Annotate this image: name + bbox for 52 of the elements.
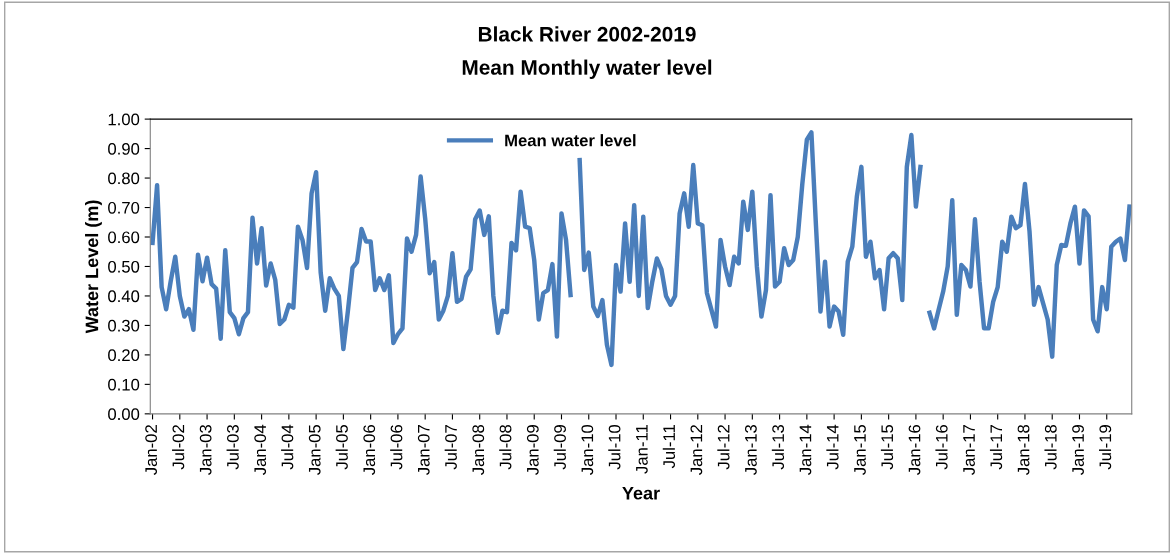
- x-tick-label: Jul-16: [935, 424, 948, 470]
- x-tick-label: Jul-18: [1044, 424, 1057, 470]
- x-tick-label: Jan-12: [690, 425, 703, 475]
- x-tick-label: Jan-17: [963, 425, 975, 475]
- x-tick-label: Jul-04: [281, 424, 294, 470]
- x-tick-label: Jul-15: [880, 424, 894, 470]
- x-tick-label: Jan-18: [1017, 424, 1030, 475]
- y-tick-label: 0.40: [108, 290, 140, 303]
- x-tick-label: Jan-04: [254, 424, 267, 475]
- chart-title: Black River 2002-2019: [478, 26, 696, 42]
- y-tick-label: 0.20: [108, 349, 140, 362]
- x-tick-label: Jul-08: [499, 424, 512, 470]
- x-tick-label: Jan-15: [854, 424, 866, 475]
- y-tick-label: 0.30: [108, 319, 140, 332]
- x-tick-label: Jul-14: [826, 424, 839, 470]
- y-tick-label: 0.60: [108, 231, 140, 244]
- x-tick-label: Jul-11: [662, 425, 676, 469]
- x-tick-label: Jan-09: [526, 425, 539, 475]
- x-tick-label: Jul-12: [717, 425, 730, 470]
- y-tick-label: 0.00: [108, 408, 140, 421]
- x-tick-label: Jul-07: [444, 425, 457, 470]
- y-axis-title: Water Level (m): [85, 200, 102, 334]
- legend-label: Mean water level: [505, 134, 636, 147]
- x-tick-label: Jul-19: [1098, 425, 1112, 470]
- x-tick-label: Jan-19: [1072, 425, 1084, 475]
- x-tick-label: Jul-17: [989, 425, 1003, 470]
- y-tick-label: 0.90: [108, 142, 140, 155]
- x-tick-label: Jul-10: [608, 424, 621, 470]
- x-tick-label: Jan-03: [199, 424, 212, 475]
- y-tick-label: 0.10: [108, 378, 140, 391]
- x-tick-label: Jan-02: [145, 425, 158, 475]
- x-tick-label: Jul-09: [553, 425, 566, 470]
- x-tick-label: Jul-05: [335, 424, 348, 470]
- x-tick-label: Jan-13: [745, 424, 757, 475]
- chart-subtitle: Mean Monthly water level: [462, 59, 712, 79]
- x-tick-label: Jan-11: [636, 425, 648, 474]
- y-tick-label: 0.70: [108, 201, 140, 214]
- x-tick-label: Jan-10: [581, 424, 594, 475]
- x-tick-label: Jul-03: [226, 424, 239, 470]
- x-tick-label: Jan-05: [308, 424, 321, 475]
- x-tick-label: Jul-06: [390, 424, 403, 470]
- y-tick-label: 0.50: [108, 260, 140, 273]
- x-tick-label: Jan-14: [799, 424, 812, 475]
- x-tick-label: Jan-07: [417, 425, 430, 475]
- x-tick-label: Jan-16: [908, 424, 921, 475]
- x-axis-title: Year: [622, 486, 660, 500]
- x-tick-label: Jan-06: [363, 424, 376, 475]
- x-tick-label: Jul-02: [172, 425, 185, 470]
- y-tick-label: 1.00: [108, 113, 140, 126]
- x-tick-label: Jan-08: [472, 424, 485, 475]
- y-tick-label: 0.80: [108, 172, 140, 185]
- x-tick-label: Jul-13: [771, 424, 785, 470]
